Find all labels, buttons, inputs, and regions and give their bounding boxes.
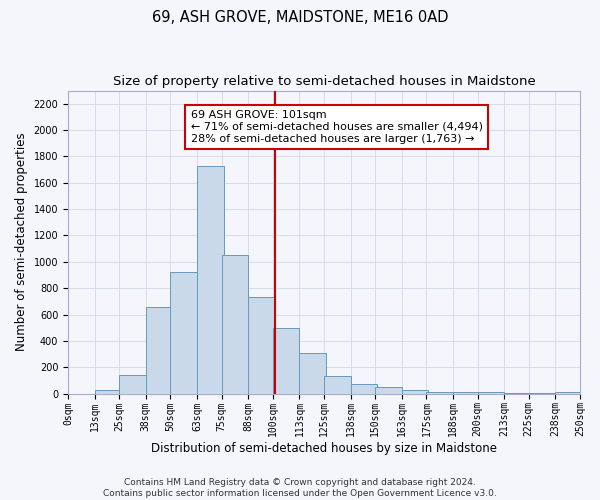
Text: Contains HM Land Registry data © Crown copyright and database right 2024.
Contai: Contains HM Land Registry data © Crown c… <box>103 478 497 498</box>
Bar <box>170 272 197 394</box>
Bar <box>95 390 121 394</box>
Bar <box>248 296 275 394</box>
Bar <box>504 393 531 394</box>
Bar <box>221 255 248 394</box>
Text: 69 ASH GROVE: 101sqm
← 71% of semi-detached houses are smaller (4,494)
28% of se: 69 ASH GROVE: 101sqm ← 71% of semi-detac… <box>191 110 483 144</box>
Bar <box>146 306 172 394</box>
Bar <box>350 384 377 394</box>
Bar <box>273 328 299 394</box>
Bar <box>119 375 146 394</box>
Bar <box>299 352 326 394</box>
Bar <box>402 390 428 394</box>
Title: Size of property relative to semi-detached houses in Maidstone: Size of property relative to semi-detach… <box>113 75 535 88</box>
X-axis label: Distribution of semi-detached houses by size in Maidstone: Distribution of semi-detached houses by … <box>151 442 497 455</box>
Bar <box>324 376 350 394</box>
Bar <box>529 393 556 394</box>
Bar <box>556 392 582 394</box>
Bar <box>197 166 224 394</box>
Bar <box>375 387 402 394</box>
Bar <box>427 392 453 394</box>
Text: 69, ASH GROVE, MAIDSTONE, ME16 0AD: 69, ASH GROVE, MAIDSTONE, ME16 0AD <box>152 10 448 25</box>
Y-axis label: Number of semi-detached properties: Number of semi-detached properties <box>15 132 28 352</box>
Bar <box>478 392 504 394</box>
Bar <box>453 392 479 394</box>
